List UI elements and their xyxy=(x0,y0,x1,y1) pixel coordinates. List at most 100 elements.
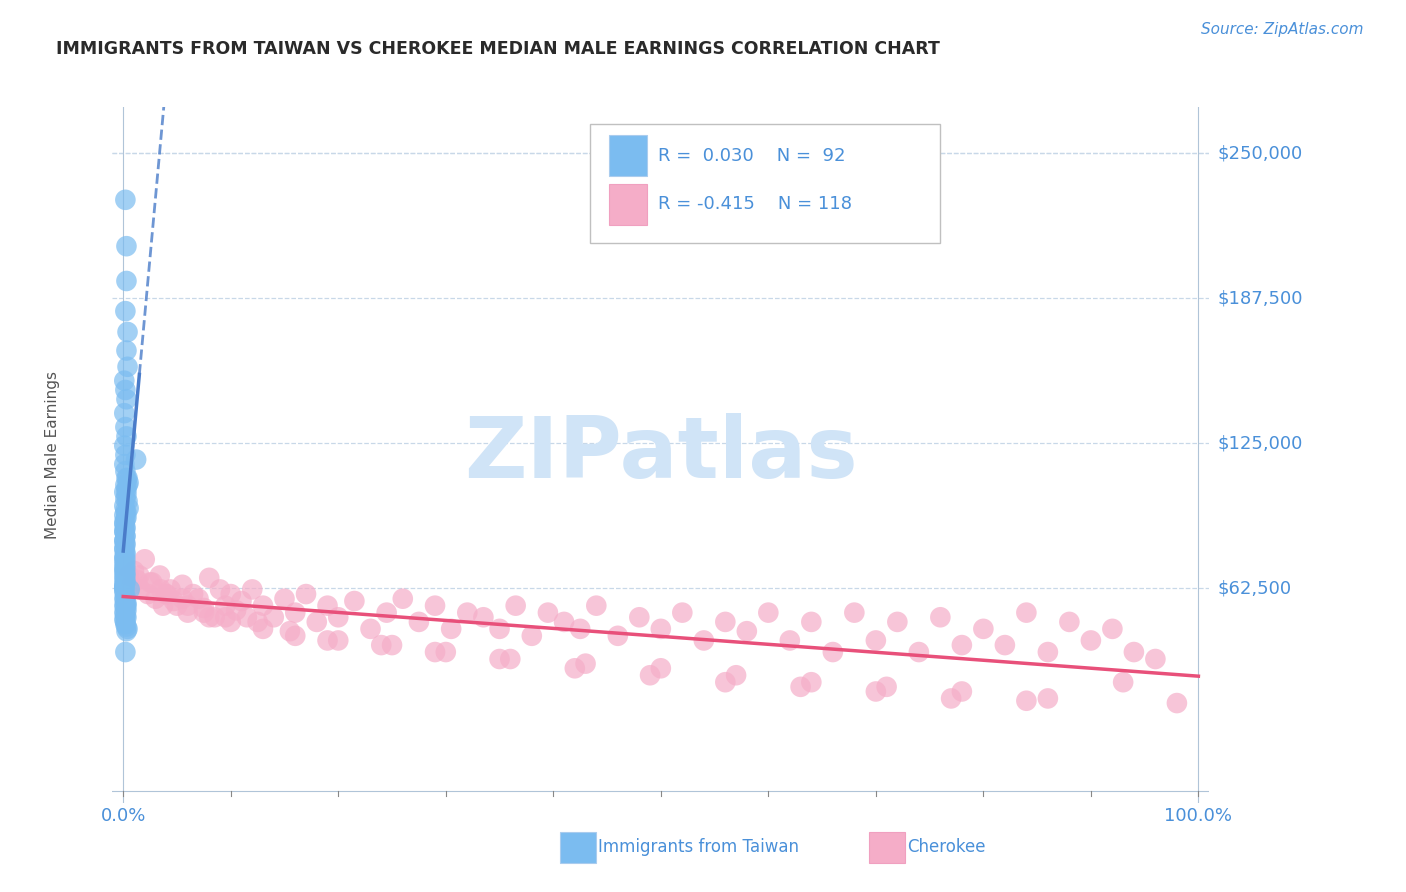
Point xyxy=(115,624,138,639)
Point xyxy=(114,559,136,574)
Point xyxy=(152,599,174,613)
Point xyxy=(112,485,135,500)
Point xyxy=(114,529,136,543)
Point xyxy=(236,610,259,624)
Point xyxy=(114,561,136,575)
Point xyxy=(553,615,575,629)
Point xyxy=(112,557,135,571)
Point xyxy=(316,599,339,613)
Point xyxy=(112,457,135,471)
Point xyxy=(316,633,339,648)
Point xyxy=(114,448,136,462)
Point xyxy=(1122,645,1144,659)
Point xyxy=(876,680,898,694)
Point xyxy=(127,573,149,587)
Point xyxy=(115,343,138,358)
Point xyxy=(423,645,446,659)
Point xyxy=(112,564,135,578)
Text: $62,500: $62,500 xyxy=(1218,579,1292,598)
Point xyxy=(112,533,135,548)
Point xyxy=(505,599,527,613)
Point xyxy=(114,513,136,527)
Point xyxy=(166,599,188,613)
Point xyxy=(114,503,136,517)
Point xyxy=(118,582,141,597)
Point xyxy=(139,575,162,590)
Point xyxy=(821,645,844,659)
Point xyxy=(112,561,135,575)
Point xyxy=(929,610,952,624)
Point xyxy=(112,508,135,523)
Text: $187,500: $187,500 xyxy=(1218,289,1303,308)
Point xyxy=(278,624,301,639)
Point xyxy=(865,684,887,698)
Point xyxy=(114,529,136,543)
Point xyxy=(284,606,307,620)
Point xyxy=(114,552,136,566)
Point xyxy=(628,610,651,624)
Point xyxy=(115,603,138,617)
Point xyxy=(488,652,510,666)
Text: IMMIGRANTS FROM TAIWAN VS CHEROKEE MEDIAN MALE EARNINGS CORRELATION CHART: IMMIGRANTS FROM TAIWAN VS CHEROKEE MEDIA… xyxy=(56,40,941,58)
Point xyxy=(114,617,136,632)
FancyBboxPatch shape xyxy=(609,136,647,177)
Point xyxy=(114,545,136,559)
Point xyxy=(112,613,135,627)
Point xyxy=(172,591,194,606)
Text: 0.0%: 0.0% xyxy=(101,807,146,825)
Point xyxy=(112,573,135,587)
Point xyxy=(149,582,172,597)
Point xyxy=(128,568,150,582)
Point xyxy=(725,668,748,682)
Text: R =  0.030    N =  92: R = 0.030 N = 92 xyxy=(658,147,845,165)
Point xyxy=(574,657,596,671)
Point xyxy=(115,471,138,485)
Point xyxy=(117,478,139,492)
Text: 100.0%: 100.0% xyxy=(1164,807,1233,825)
Point xyxy=(149,568,172,582)
Point xyxy=(117,475,139,490)
Point xyxy=(112,599,135,613)
Point xyxy=(112,524,135,539)
Point xyxy=(800,615,823,629)
Point xyxy=(1080,633,1102,648)
Point xyxy=(114,538,136,552)
Point xyxy=(117,501,139,516)
Point xyxy=(284,629,307,643)
Point xyxy=(115,487,138,501)
Point xyxy=(177,606,200,620)
Point xyxy=(112,543,135,558)
Point xyxy=(114,478,136,492)
Point xyxy=(214,610,236,624)
Point xyxy=(252,622,274,636)
Point xyxy=(671,606,693,620)
Point xyxy=(1015,694,1038,708)
Point xyxy=(145,591,167,606)
Point xyxy=(187,591,209,606)
Point xyxy=(115,429,138,443)
Point xyxy=(114,193,136,207)
Point xyxy=(263,610,285,624)
Point xyxy=(886,615,908,629)
Point xyxy=(305,615,328,629)
Point xyxy=(295,587,318,601)
Point xyxy=(1036,645,1059,659)
Point xyxy=(117,471,139,485)
Text: Cherokee: Cherokee xyxy=(907,838,986,856)
Point xyxy=(177,599,200,613)
Point xyxy=(112,580,135,594)
Text: Median Male Earnings: Median Male Earnings xyxy=(45,371,59,539)
Point xyxy=(273,591,295,606)
Point xyxy=(112,374,135,388)
Point xyxy=(252,599,274,613)
Point xyxy=(456,606,478,620)
Point xyxy=(193,601,215,615)
Point xyxy=(1112,675,1135,690)
Point xyxy=(375,606,398,620)
Point xyxy=(136,587,159,601)
Point xyxy=(134,552,156,566)
Point xyxy=(240,582,263,597)
Point xyxy=(714,675,737,690)
Point xyxy=(112,439,135,453)
Point xyxy=(434,645,457,659)
